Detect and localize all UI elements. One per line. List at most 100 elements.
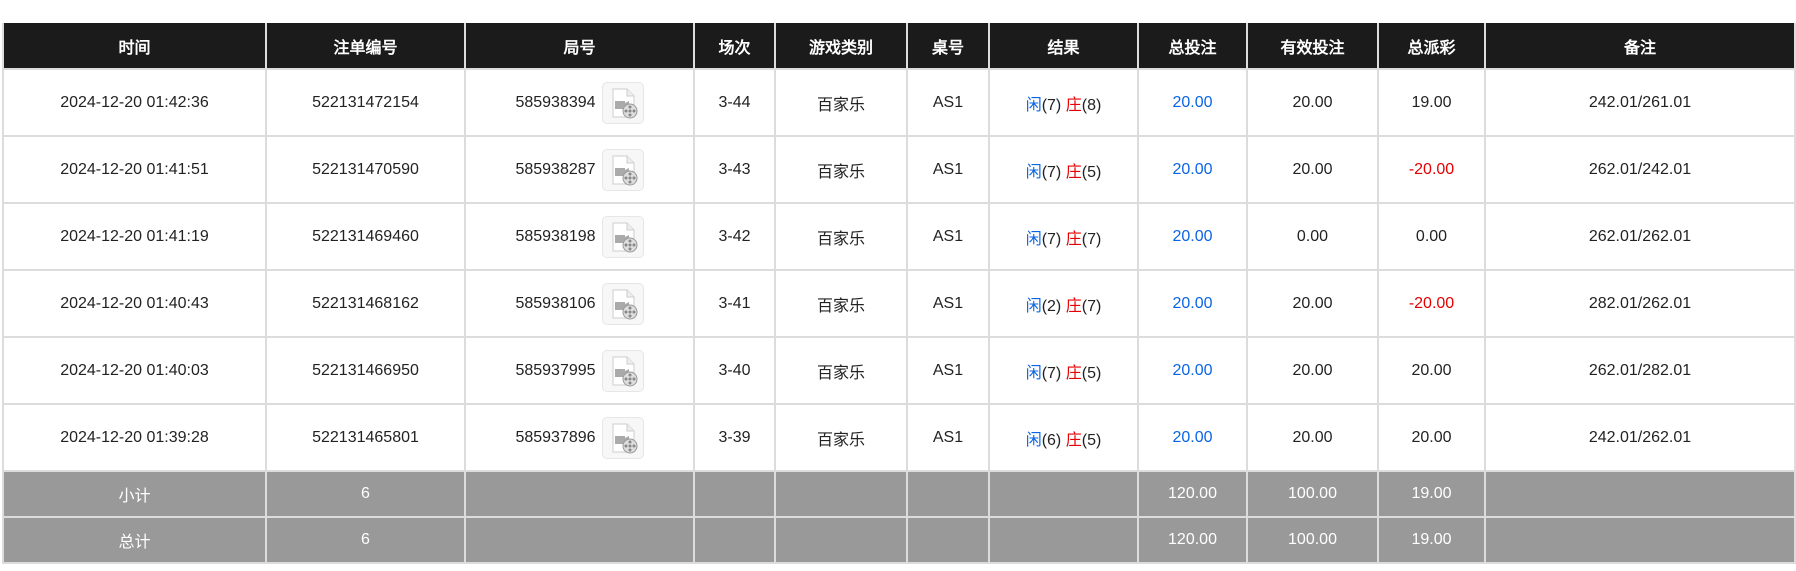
bet-id-cell: 522131472154	[265, 68, 466, 137]
valid-bet-cell: 20.00	[1246, 403, 1379, 472]
empty-cell	[693, 470, 776, 518]
bet-id-cell: 522131465801	[265, 403, 466, 472]
summary-payout: 19.00	[1377, 470, 1486, 518]
table-cell: AS1	[906, 269, 990, 338]
empty-cell	[774, 516, 908, 564]
result-cell: 闲(6) 庄(5)	[988, 403, 1139, 472]
banker-score: (5)	[1081, 364, 1102, 382]
summary-count: 6	[265, 516, 466, 564]
game-type-cell: 百家乐	[774, 336, 908, 405]
round-number: 585938287	[515, 160, 596, 178]
note-cell: 242.01/262.01	[1484, 403, 1796, 472]
payout-cell: -20.00	[1377, 135, 1486, 204]
round-cell: 585938106	[464, 269, 695, 338]
summary-total: 120.00	[1137, 470, 1248, 518]
note-cell: 262.01/262.01	[1484, 202, 1796, 271]
valid-bet-cell: 0.00	[1246, 202, 1379, 271]
note-cell: 242.01/261.01	[1484, 68, 1796, 137]
banker-label: 庄	[1065, 163, 1082, 181]
video-file-icon[interactable]	[601, 215, 644, 258]
summary-total: 120.00	[1137, 516, 1248, 564]
table-cell: AS1	[906, 68, 990, 137]
player-label: 闲	[1025, 364, 1042, 382]
table-row: 2024-12-20 01:42:36 522131472154 5859383…	[2, 68, 1796, 137]
result-cell: 闲(2) 庄(7)	[988, 269, 1139, 338]
bet-id-cell: 522131468162	[265, 269, 466, 338]
bet-records-table: 时间 注单编号 局号 场次 游戏类别 桌号 结果 总投注 有效投注 总派彩 备注 2024-12-2…	[2, 23, 1796, 564]
banker-label: 庄	[1065, 96, 1082, 114]
game-no-cell: 3-44	[693, 68, 776, 137]
round-number: 585937995	[515, 361, 596, 379]
game-no-cell: 3-43	[693, 135, 776, 204]
result-cell: 闲(7) 庄(7)	[988, 202, 1139, 271]
summary-valid: 100.00	[1246, 470, 1379, 518]
video-file-icon[interactable]	[601, 416, 644, 459]
summary-count: 6	[265, 470, 466, 518]
total-bet-cell: 20.00	[1137, 269, 1248, 338]
round-number: 585938394	[515, 93, 596, 111]
round-number: 585937896	[515, 428, 596, 446]
banker-label: 庄	[1065, 230, 1082, 248]
table-cell: AS1	[906, 336, 990, 405]
column-header: 时间	[2, 23, 267, 70]
time-cell: 2024-12-20 01:40:43	[2, 269, 267, 338]
video-file-icon[interactable]	[601, 148, 644, 191]
time-cell: 2024-12-20 01:40:03	[2, 336, 267, 405]
bet-id-cell: 522131469460	[265, 202, 466, 271]
payout-cell: 0.00	[1377, 202, 1486, 271]
valid-bet-cell: 20.00	[1246, 336, 1379, 405]
table-header: 时间 注单编号 局号 场次 游戏类别 桌号 结果 总投注 有效投注 总派彩 备注	[2, 23, 1796, 70]
player-label: 闲	[1025, 230, 1042, 248]
empty-cell	[464, 470, 695, 518]
column-header: 总投注	[1137, 23, 1248, 70]
round-number: 585938106	[515, 294, 596, 312]
player-score: (7)	[1041, 96, 1062, 114]
banker-label: 庄	[1065, 297, 1082, 315]
column-header: 游戏类别	[774, 23, 908, 70]
player-label: 闲	[1025, 163, 1042, 181]
video-file-icon[interactable]	[601, 81, 644, 124]
table-cell: AS1	[906, 135, 990, 204]
total-bet-cell: 20.00	[1137, 68, 1248, 137]
player-score: (2)	[1041, 297, 1062, 315]
video-file-icon[interactable]	[601, 349, 644, 392]
empty-cell	[906, 470, 990, 518]
total-bet-cell: 20.00	[1137, 336, 1248, 405]
video-file-icon[interactable]	[601, 282, 644, 325]
banker-score: (7)	[1081, 230, 1102, 248]
player-score: (7)	[1041, 230, 1062, 248]
total-bet-cell: 20.00	[1137, 135, 1248, 204]
time-cell: 2024-12-20 01:41:19	[2, 202, 267, 271]
payout-cell: 19.00	[1377, 68, 1486, 137]
summary-row: 小计 6 120.00 100.00 19.00	[2, 470, 1796, 518]
empty-cell	[1484, 516, 1796, 564]
summary-row: 总计 6 120.00 100.00 19.00	[2, 516, 1796, 564]
banker-score: (8)	[1081, 96, 1102, 114]
valid-bet-cell: 20.00	[1246, 269, 1379, 338]
player-label: 闲	[1025, 96, 1042, 114]
game-type-cell: 百家乐	[774, 269, 908, 338]
round-cell: 585938394	[464, 68, 695, 137]
empty-cell	[988, 470, 1139, 518]
player-label: 闲	[1025, 297, 1042, 315]
player-score: (6)	[1041, 431, 1062, 449]
payout-cell: 20.00	[1377, 403, 1486, 472]
note-cell: 282.01/262.01	[1484, 269, 1796, 338]
summary-valid: 100.00	[1246, 516, 1379, 564]
banker-score: (5)	[1081, 431, 1102, 449]
game-type-cell: 百家乐	[774, 202, 908, 271]
banker-score: (7)	[1081, 297, 1102, 315]
column-header: 局号	[464, 23, 695, 70]
note-cell: 262.01/282.01	[1484, 336, 1796, 405]
round-cell: 585937995	[464, 336, 695, 405]
table-cell: AS1	[906, 202, 990, 271]
empty-cell	[693, 516, 776, 564]
game-no-cell: 3-40	[693, 336, 776, 405]
round-number: 585938198	[515, 227, 596, 245]
summary-label: 小计	[2, 470, 267, 518]
game-no-cell: 3-42	[693, 202, 776, 271]
column-header: 注单编号	[265, 23, 466, 70]
banker-label: 庄	[1065, 431, 1082, 449]
column-header: 备注	[1484, 23, 1796, 70]
valid-bet-cell: 20.00	[1246, 135, 1379, 204]
